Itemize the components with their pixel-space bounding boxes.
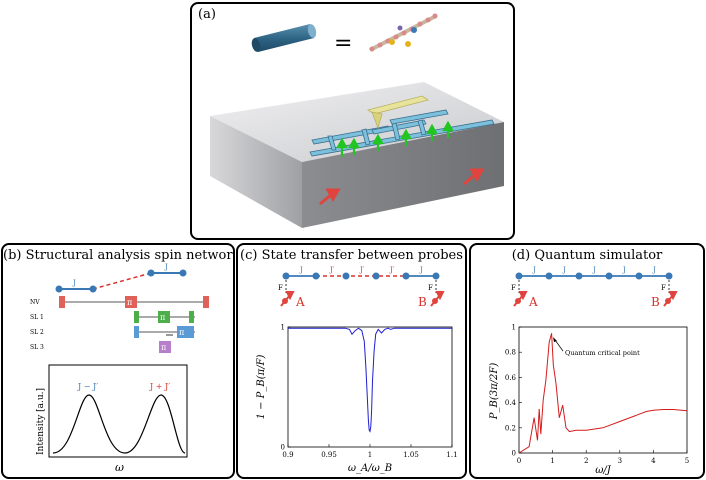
chain-label-3: J′ <box>359 266 365 274</box>
transfer-ytick-label: 1 <box>281 324 285 332</box>
molecule-structure <box>369 13 438 52</box>
level-sl1: SL 1 <box>30 314 44 321</box>
simulator-xtick-label: 5 <box>685 457 689 465</box>
level-sl2: SL 2 <box>30 329 44 336</box>
sim-field-label-b: F <box>661 284 666 292</box>
transfer-xlabel: ω_A/ω_B <box>348 463 392 474</box>
critical-point-arrow <box>554 339 564 352</box>
chain-label-4: J′ <box>389 266 395 274</box>
simulator-xtick-label: 1 <box>550 457 554 465</box>
simulator-ytick-label: 0.2 <box>505 424 516 432</box>
sim-chain-label-3: J <box>592 266 596 274</box>
sim-probe-b-label: B <box>651 295 660 309</box>
transfer-xtick-label: 0.95 <box>321 451 337 459</box>
panel-c-title: (c) State transfer between probes <box>240 248 463 263</box>
transfer-chain: J J′ J′ J′ J F F A B <box>278 266 445 309</box>
spectrum-xlabel: ω <box>115 461 124 474</box>
sim-chain-label-4: J <box>622 266 626 274</box>
substrate-block <box>210 82 504 228</box>
transfer-xtick-label: 1 <box>368 451 372 459</box>
probe-a-label: A <box>295 295 305 309</box>
spectrum-ylabel: Intensity [a.u.] <box>36 388 46 455</box>
afm-tip <box>367 95 429 130</box>
simulator-ytick-label: 0 <box>512 450 516 458</box>
simulator-ytick-label: 0.6 <box>505 374 517 382</box>
transfer-xtick-label: 0.9 <box>282 451 293 459</box>
level-nv: NV <box>30 299 40 306</box>
simulator-xtick-label: 4 <box>651 457 656 465</box>
pulse-sequence: NV SL 1 SL 2 SL 3 π π π π <box>30 296 209 353</box>
panel-a: (a) = <box>190 2 515 240</box>
chain-label-1: J <box>299 266 303 274</box>
nv-spin-arrows <box>319 168 485 206</box>
panel-b-title: (b) Structural analysis spin network <box>3 248 235 263</box>
coupling-label-1: J <box>72 279 76 287</box>
critical-point-annotation: Quantum critical point <box>565 349 640 357</box>
transfer-curve <box>288 327 452 433</box>
simulator-chain: J J J J J F F A B <box>511 266 678 309</box>
simulator-plot: 0 1 2 3 4 5 0 0.2 0.4 0.6 0.8 1 Quantum critical po… <box>489 324 689 477</box>
pulse-pi-nv: π <box>127 298 132 307</box>
nanotube-cylinder <box>251 24 317 52</box>
pulse-pi-sl1: π <box>160 313 165 322</box>
transfer-xtick-label: 1.1 <box>446 451 457 459</box>
panel-d-title: (d) Quantum simulator <box>511 248 663 263</box>
transfer-plot: 0.9 0.95 1 1.05 1.1 0 1 1 − P_B(π/F) ω_A/ω_B <box>256 324 458 475</box>
simulator-xtick-label: 2 <box>584 457 588 465</box>
spin-pair-chain: J J <box>55 263 187 293</box>
simulator-curve <box>518 333 688 454</box>
chain-label-2: J′ <box>329 266 335 274</box>
simulator-xtick-label: 0 <box>517 457 521 465</box>
spin-arrows <box>336 120 454 157</box>
simulator-ytick-label: 1 <box>512 324 516 332</box>
level-sl3: SL 3 <box>30 344 44 351</box>
transfer-ytick-label: 0 <box>281 444 285 452</box>
simulator-ylabel: P_B(3π/2F) <box>489 363 500 421</box>
field-label-b: F <box>428 284 433 292</box>
field-label-a: F <box>278 284 283 292</box>
spectrum-plot: J − J′ J + J′ Intensity [a.u.] ω <box>36 364 188 474</box>
panel-a-label: (a) <box>198 7 216 22</box>
simulator-xlabel: ω/J <box>595 465 612 476</box>
simulator-ytick-label: 0.4 <box>505 399 517 407</box>
panel-b-diagram: J J NV SL 1 SL 2 SL 3 π π π π <box>30 263 209 474</box>
panel-d: (d) Quantum simulator J J J J J F F A B <box>469 243 705 479</box>
pulse-pi-sl2: π <box>179 328 184 337</box>
sim-field-label-a: F <box>511 284 516 292</box>
sim-chain-label-2: J <box>562 266 566 274</box>
pulse-pi-sl3: π <box>161 343 166 352</box>
peak-label-right: J + J′ <box>149 382 170 391</box>
peak-label-left: J − J′ <box>77 382 98 391</box>
critical-point-arrowhead <box>553 337 557 342</box>
panel-d-figure: J J J J J F F A B 0 1 2 3 4 5 0 0.2 0.4 0.6 0.8 1 Q… <box>489 266 689 477</box>
panel-a-illustration: = <box>210 13 504 228</box>
panel-c-figure: J J′ J′ J′ J F F A B 0.9 0.95 1 1.05 1.1 0 1 1… <box>256 266 458 475</box>
sim-chain-label-1: J <box>532 266 536 274</box>
transfer-ylabel: 1 − P_B(π/F) <box>256 354 267 419</box>
chain-label-5: J <box>419 266 423 274</box>
simulator-ytick-label: 0.8 <box>505 349 516 357</box>
panel-b: (b) Structural analysis spin network J J… <box>1 243 235 479</box>
equals-sign: = <box>334 31 352 56</box>
simulator-xtick-label: 3 <box>618 457 622 465</box>
probe-b-label: B <box>418 295 427 309</box>
panel-c: (c) State transfer between probes J J′ J… <box>236 243 467 479</box>
sim-probe-a-label: A <box>528 295 538 309</box>
coupling-label-2: J <box>164 263 168 271</box>
sim-chain-label-5: J <box>652 266 656 274</box>
transfer-xtick-label: 1.05 <box>403 451 419 459</box>
